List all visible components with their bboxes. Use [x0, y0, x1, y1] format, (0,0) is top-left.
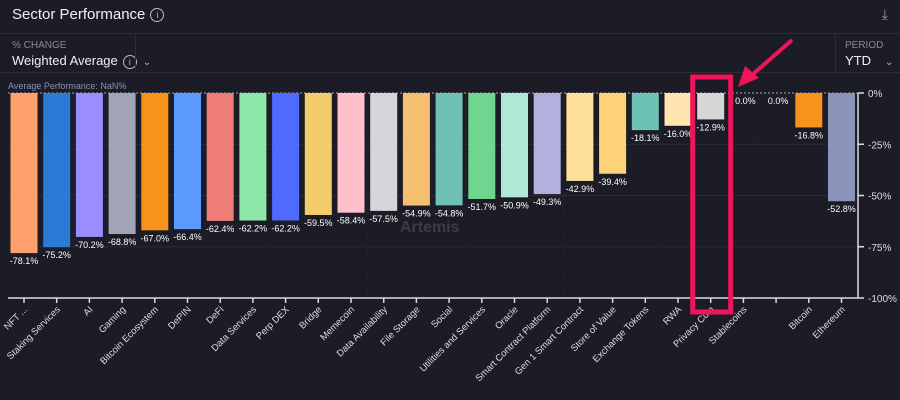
- data-label: -16.8%: [795, 130, 824, 140]
- change-selector[interactable]: % CHANGE Weighted Average i ⌄: [12, 34, 151, 72]
- x-tick-label: RWA: [661, 304, 685, 328]
- bar-exchange-tokens: [631, 93, 659, 131]
- x-tick-label: DeFi: [204, 304, 226, 326]
- data-label: -68.8%: [108, 237, 137, 247]
- y-tick-label: -50%: [868, 192, 891, 203]
- bar-depin: [174, 93, 201, 230]
- data-label: -18.1%: [631, 133, 660, 143]
- header: Sector Performance i ⤓: [0, 0, 900, 34]
- period-value[interactable]: YTD ⌄: [845, 53, 893, 68]
- change-value[interactable]: Weighted Average i ⌄: [12, 53, 151, 69]
- data-label: -42.9%: [566, 184, 595, 194]
- data-label: -59.5%: [304, 218, 333, 228]
- arrow-icon: [750, 38, 794, 77]
- data-label: -49.3%: [533, 197, 562, 207]
- info-icon[interactable]: i: [150, 8, 165, 23]
- data-label: -12.9%: [696, 122, 725, 132]
- bar-nft-: [10, 93, 38, 254]
- y-tick-label: -100%: [868, 294, 897, 305]
- x-tick-label: Social: [429, 304, 455, 330]
- bar-defi: [206, 93, 234, 221]
- bar-rwa: [664, 93, 692, 126]
- bar-perp-dex: [272, 93, 300, 221]
- bar-social: [435, 93, 463, 206]
- download-icon[interactable]: ⤓: [881, 6, 888, 22]
- data-label: -16.0%: [664, 129, 693, 139]
- title-text: Sector Performance: [12, 6, 146, 23]
- y-tick-label: -75%: [868, 243, 891, 254]
- data-label: 0.0%: [768, 96, 789, 106]
- bar-gen-1-smart-contract: [566, 93, 594, 181]
- x-tick-label: Oracle: [493, 304, 521, 332]
- x-tick-label: Utilities and Services: [418, 304, 488, 374]
- data-label: -57.5%: [369, 214, 398, 224]
- data-label: -58.4%: [337, 216, 366, 226]
- data-label: -75.2%: [42, 250, 71, 260]
- data-label: -67.0%: [141, 233, 170, 243]
- data-label: 0.0%: [735, 96, 756, 106]
- period-label: PERIOD: [845, 40, 884, 51]
- arrow-head-icon: [738, 66, 759, 87]
- bar-utilities-and-services: [468, 93, 496, 199]
- divider: [835, 34, 836, 72]
- bar-staking-services: [43, 93, 71, 248]
- data-label: -62.4%: [206, 224, 235, 234]
- x-tick-label: Bitcoin Ecosystem: [98, 304, 161, 367]
- highlight-box: [690, 74, 734, 315]
- data-label: -52.8%: [827, 204, 856, 214]
- bar-ethereum: [828, 93, 855, 202]
- change-value-text: Weighted Average: [12, 53, 118, 68]
- bar-data-services: [239, 93, 267, 221]
- data-label: -78.1%: [10, 256, 39, 266]
- x-tick-label: NFT ...: [2, 304, 30, 332]
- watermark: Artemis: [400, 219, 460, 236]
- data-label: -50.9%: [500, 200, 529, 210]
- data-label: -54.9%: [402, 209, 431, 219]
- x-tick-label: Ethereum: [811, 304, 848, 341]
- x-tick-label: Bridge: [297, 304, 324, 331]
- x-tick-label: Bitcoin: [787, 304, 815, 332]
- x-tick-label: DePIN: [166, 304, 194, 332]
- chevron-down-icon: ⌄: [142, 57, 152, 68]
- bar-bitcoin-ecosystem: [141, 93, 169, 231]
- bar-bitcoin: [795, 93, 823, 128]
- bar-smart-contract-platform: [533, 93, 561, 195]
- bar-gaming: [108, 93, 136, 235]
- bar-privacy-coin: [697, 93, 725, 120]
- x-tick-label: Perp DEX: [254, 304, 292, 342]
- period-selector[interactable]: PERIOD YTD ⌄: [845, 34, 900, 72]
- data-label: -54.8%: [435, 208, 464, 218]
- data-label: -70.2%: [75, 240, 104, 250]
- bar-data-availability: [370, 93, 398, 211]
- x-tick-label: Exchange Tokens: [591, 304, 652, 365]
- period-value-text: YTD: [845, 53, 871, 68]
- data-label: -51.7%: [468, 202, 497, 212]
- bar-memecoin: [337, 93, 365, 213]
- bar-oracle: [501, 93, 528, 198]
- bar-file-storage: [402, 93, 430, 206]
- data-label: -66.4%: [173, 232, 202, 242]
- chevron-down-icon: ⌄: [885, 57, 894, 68]
- y-tick-label: -25%: [868, 140, 891, 151]
- change-label: % CHANGE: [12, 40, 67, 51]
- bar-bridge: [304, 93, 332, 215]
- bar-store-of-value: [599, 93, 627, 174]
- data-label: -39.4%: [598, 177, 627, 187]
- bar-ai: [75, 93, 103, 237]
- divider: [135, 34, 136, 72]
- y-tick-label: 0%: [868, 89, 883, 100]
- controls-bar: % CHANGE Weighted Average i ⌄ PERIOD YTD ⌄: [0, 34, 900, 73]
- page-title: Sector Performance i: [12, 6, 165, 23]
- x-tick-label: AI: [81, 304, 95, 318]
- x-tick-label: Gaming: [97, 304, 128, 335]
- data-label: -62.2%: [271, 224, 300, 234]
- info-icon[interactable]: i: [122, 54, 137, 69]
- data-label: -62.2%: [239, 224, 268, 234]
- average-performance-label: Average Performance: NaN%: [8, 81, 127, 91]
